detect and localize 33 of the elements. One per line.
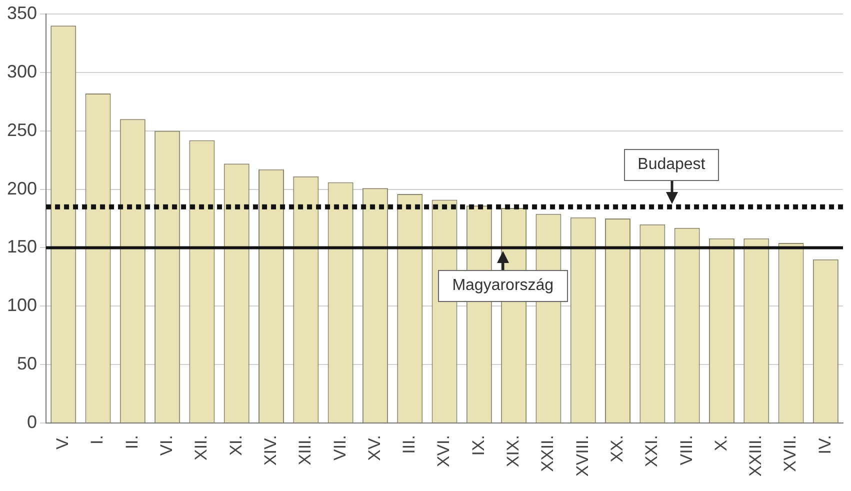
x-tick-label: XII. [192,435,211,461]
x-tick-label: XIV. [260,435,280,466]
x-tick-label: VIII. [676,435,696,466]
y-tick-label: 0 [27,412,38,432]
x-tick-label: III. [400,435,419,454]
x-tick-label: IV. [815,435,834,454]
y-tick-label: 250 [6,120,38,140]
ref-line-label: Budapest [624,148,720,181]
y-tick-label: 350 [6,2,38,23]
x-tick-label: IX. [468,435,488,456]
y-tick-label: 300 [6,61,38,82]
x-tick-label: VI. [156,435,176,456]
y-tick-label: 50 [17,354,38,374]
x-tick-label: V. [53,435,72,450]
x-tick-label: II. [122,435,142,450]
x-tick-label: XI. [226,435,246,456]
x-tick-label: X. [711,435,730,452]
x-tick-label: I. [88,435,107,444]
x-tick-label: XXIII. [746,435,766,477]
x-tick-label: XXII. [538,435,558,472]
x-tick-label: XVIII. [572,435,592,477]
y-tick-label: 100 [6,295,38,316]
x-tick-label: XIII. [296,435,315,466]
x-tick-label: XV. [364,435,384,461]
x-tick-label: XVI. [434,435,454,468]
y-tick-label: 200 [6,178,38,198]
x-tick-label: XXI. [642,435,662,468]
x-tick-label: XIX. [504,435,523,468]
x-tick-label: XVII. [780,435,800,472]
y-tick-label: 150 [6,236,38,257]
x-tick-label: VII. [330,435,350,461]
ref-line-label: Magyarország [438,270,568,302]
x-tick-label: XX. [607,435,626,462]
